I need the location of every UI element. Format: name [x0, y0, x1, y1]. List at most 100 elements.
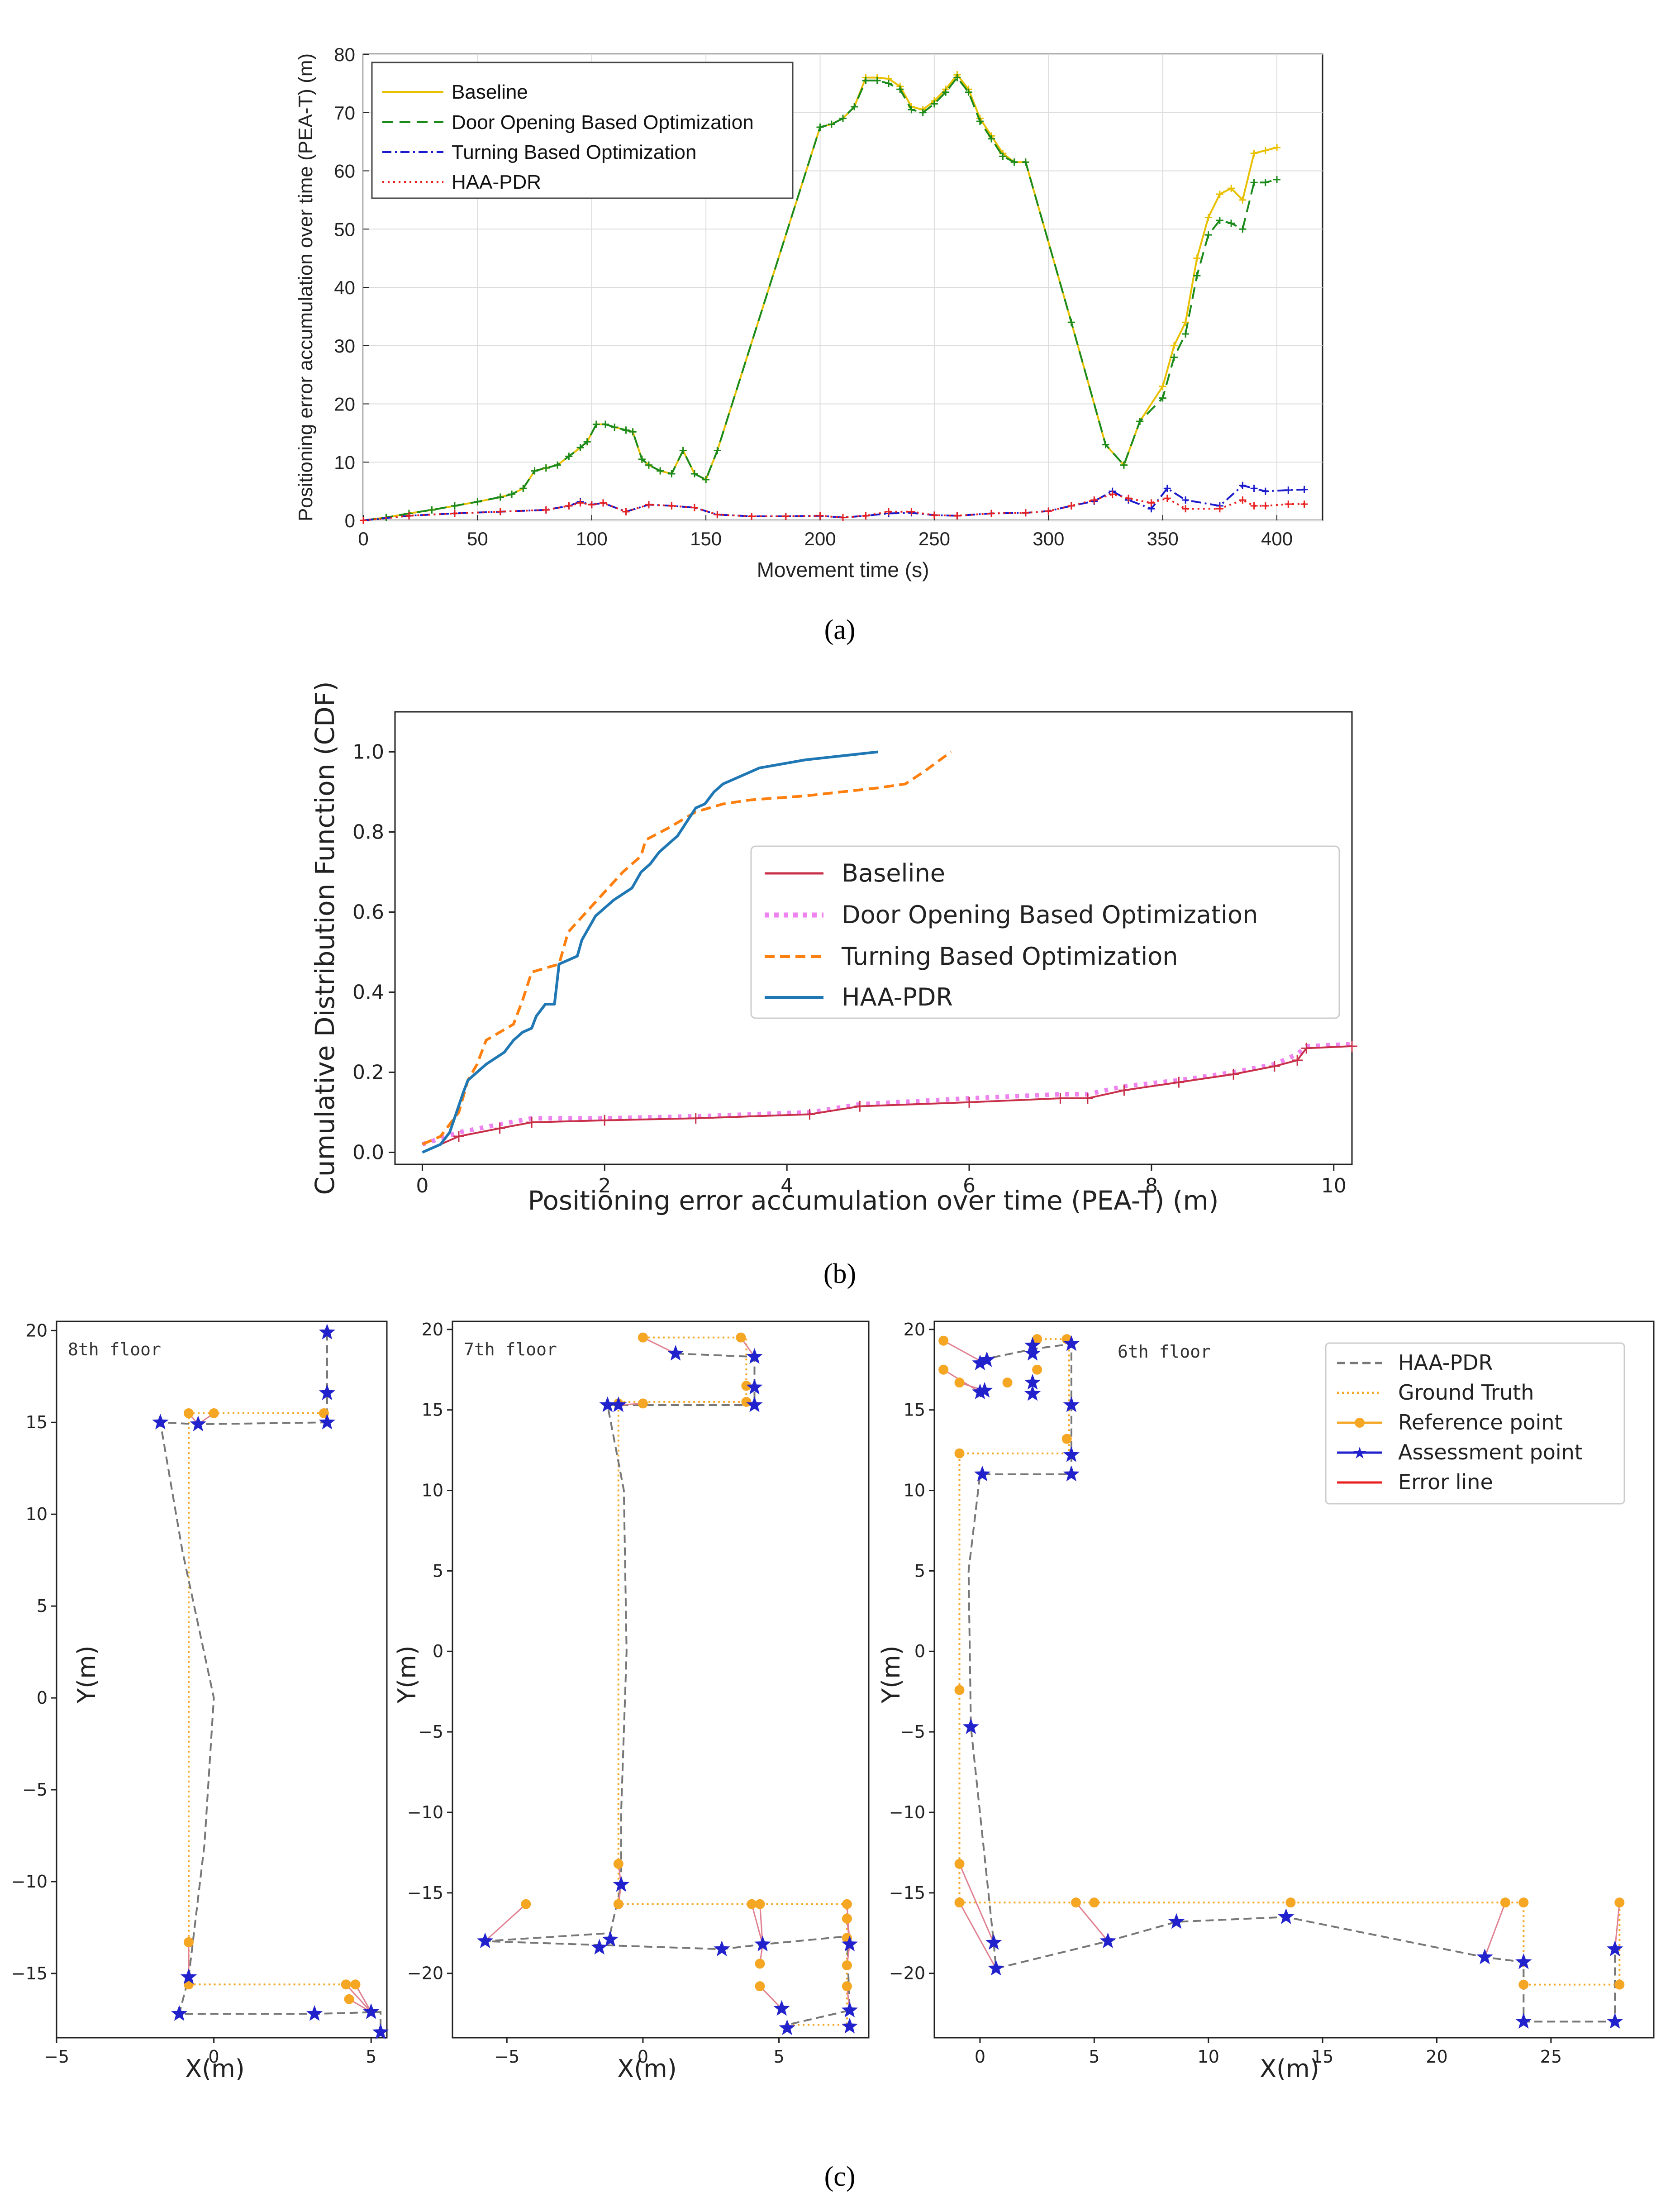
chart-c8-reference-point-1 — [209, 1408, 219, 1418]
chart-c7-ylabel: Y(m) — [393, 1645, 421, 1704]
chart-c7-reference-point-7 — [613, 1899, 623, 1909]
chart-a-xtick-label-1: 50 — [467, 528, 488, 549]
chart-a-xtick-label-4: 200 — [804, 528, 836, 549]
chart-c6-group: 0 5 10 15 20 25 −20 −15 −10 −5 0 5 10 15 20 — [889, 1320, 1625, 2067]
chart-c7-reference-point-14 — [842, 1913, 852, 1924]
chart-c6-assessment-point-19 — [1476, 1948, 1493, 1964]
chart-c6-reference-point-8 — [954, 1448, 965, 1458]
legend-b-door: Door Opening Based Optimization — [842, 901, 1258, 929]
chart-a-ytick-label-8: 80 — [334, 44, 355, 65]
chart-a-series-2-line — [363, 484, 1304, 521]
chart-c7-assessment-point-5 — [610, 1396, 627, 1412]
chart-c8-ytick-label-2: −5 — [22, 1780, 48, 1800]
chart-a-xtick-label-5: 250 — [919, 528, 950, 549]
chart-c7-xtick-label-0: −5 — [494, 2047, 519, 2067]
chart-c7-error-line-9 — [751, 1904, 763, 1945]
chart-c8-reference-point-7 — [344, 1994, 354, 2004]
chart-b-xtick-label-0: 0 — [416, 1174, 428, 1197]
chart-c8-error-line-6 — [355, 1984, 372, 2012]
chart-c8-xtick-label-2: 5 — [366, 2047, 376, 2067]
chart-c8-ylabel: Y(m) — [72, 1645, 101, 1704]
chart-c7-ytick-label-8: 20 — [422, 1320, 443, 1339]
chart-c7-assessment-point-2 — [746, 1378, 763, 1395]
chart-b-legend: Baseline Door Opening Based Optimization… — [750, 845, 1340, 1019]
chart-c7-assessment-point-9 — [476, 1932, 494, 1949]
chart-c8-error-line-5 — [345, 1984, 372, 2013]
chart-c6-ylabel: Y(m) — [877, 1645, 905, 1704]
chart-c6-reference-point-10 — [954, 1859, 965, 1869]
chart-c6-assessment-point-12 — [974, 1465, 991, 1482]
chart-c6-assessment-point-2 — [978, 1351, 995, 1367]
legend-c-ref: Reference point — [1398, 1410, 1563, 1435]
chart-c6-assessment-point-14 — [985, 1934, 1002, 1950]
chart-c6-legend: HAA-PDR Ground Truth Reference point ★ A… — [1325, 1342, 1625, 1505]
chart-a-grid — [363, 54, 1323, 521]
chart-c7-ytick-label-1: −15 — [407, 1883, 443, 1903]
chart-c8-ytick-label-0: −15 — [11, 1964, 48, 1983]
chart-c6-ytick-label-4: 0 — [914, 1641, 925, 1661]
chart-c7-error-line-12 — [759, 1986, 782, 2010]
chart-b-xtick-label-2: 4 — [781, 1174, 793, 1197]
chart-c7-reference-point-12 — [755, 1981, 765, 1992]
chart-b-xtick-label-4: 8 — [1145, 1174, 1158, 1197]
chart-c7-reference-point-0 — [638, 1332, 648, 1343]
chart-c6-assessment-point-8 — [1063, 1335, 1080, 1351]
chart-c6-assessment-point-11 — [1063, 1465, 1080, 1482]
legend-c-ref-marker — [1355, 1418, 1365, 1428]
chart-c8-reference-point-5 — [341, 1979, 351, 1990]
chart-a-ytick-label-6: 60 — [334, 161, 355, 182]
chart-c6-reference-point-9 — [954, 1685, 965, 1695]
chart-a-xtick-label-2: 100 — [576, 528, 608, 549]
chart-b-ytick-label-0: 0.0 — [352, 1141, 384, 1164]
chart-c7-assessment-point-10 — [714, 1940, 730, 1956]
chart-c6-assessment-point-23 — [1606, 1940, 1623, 1956]
chart-c7-assessment-point-7 — [602, 1930, 619, 1947]
legend-b-turning: Turning Based Optimization — [841, 942, 1178, 971]
chart-c6-assessment-point-20 — [1515, 1953, 1532, 1969]
chart-c7-assessment-point-12 — [773, 2000, 790, 2016]
chart-a-ylabel: Positioning error accumulation over time… — [295, 53, 317, 521]
chart-a-ytick-label-0: 0 — [345, 510, 355, 531]
chart-a: 0 50 100 150 200 250 300 350 400 0 10 20 30 40 50 60 70 8… — [295, 44, 1323, 645]
chart-c6-assessment-point-15 — [988, 1959, 1004, 1976]
chart-c8-haa-pdr-path — [159, 1332, 382, 2032]
chart-c8-reference-point-6 — [350, 1979, 361, 1990]
chart-c7-ytick-label-7: 15 — [422, 1400, 443, 1420]
chart-b-xlabel: Positioning error accumulation over time… — [528, 1185, 1218, 1216]
chart-c7-reference-point-6 — [613, 1859, 623, 1869]
chart-c6-xlabel: X(m) — [1260, 2054, 1319, 2083]
chart-c6-reference-point-15 — [1500, 1897, 1510, 1908]
legend-a-haa: HAA-PDR — [452, 171, 541, 193]
chart-b-ytick-label-1: 0.2 — [352, 1061, 384, 1084]
chart-c7-assessment-point-0 — [667, 1344, 684, 1361]
chart-c6-error-line-6 — [1484, 1902, 1506, 1958]
chart-c6-assessment-point-13 — [962, 1718, 979, 1734]
chart-c6-assessment-point-22 — [1606, 2013, 1623, 2029]
chart-c8-reference-point-3 — [184, 1937, 194, 1947]
chart-c6-reference-point-17 — [1518, 1979, 1529, 1990]
chart-c6-xtick-label-0: 0 — [975, 2047, 985, 2067]
chart-c6-reference-point-1 — [938, 1364, 949, 1375]
chart-c8-ytick-label-6: 15 — [26, 1412, 48, 1432]
chart-c7-ytick-label-3: −5 — [418, 1722, 443, 1742]
chart-c7-assessment-point-11 — [754, 1935, 771, 1952]
chart-c7-reference-point-17 — [842, 1981, 852, 1992]
chart-c7-assessment-point-8 — [591, 1939, 608, 1955]
chart-c8-xlabel: X(m) — [185, 2054, 245, 2083]
chart-c7-group: −5 0 5 −20 −15 −10 −5 0 5 10 15 20 — [407, 1320, 858, 2067]
chart-c7-assessment-point-15 — [841, 2002, 858, 2018]
chart-a-series-1-line — [363, 76, 1277, 521]
chart-b-series-2-line — [422, 751, 952, 1146]
chart-c7-reference-point-1 — [736, 1332, 746, 1343]
chart-c6-reference-point-2 — [954, 1377, 965, 1388]
chart-c8-assessment-point-3 — [190, 1416, 207, 1431]
chart-a-xtick-label-8: 400 — [1261, 528, 1293, 549]
chart-c8-ytick-label-4: 5 — [37, 1596, 48, 1616]
chart-c6-xtick-label-5: 25 — [1540, 2047, 1562, 2067]
chart-c6-xtick-label-4: 20 — [1426, 2047, 1447, 2067]
chart-c7-assessment-point-3 — [746, 1396, 763, 1412]
chart-c8-ytick-label-1: −10 — [11, 1872, 48, 1892]
chart-b-ytick-label-5: 1.0 — [352, 740, 384, 763]
chart-c6-error-line-5 — [1075, 1902, 1109, 1942]
